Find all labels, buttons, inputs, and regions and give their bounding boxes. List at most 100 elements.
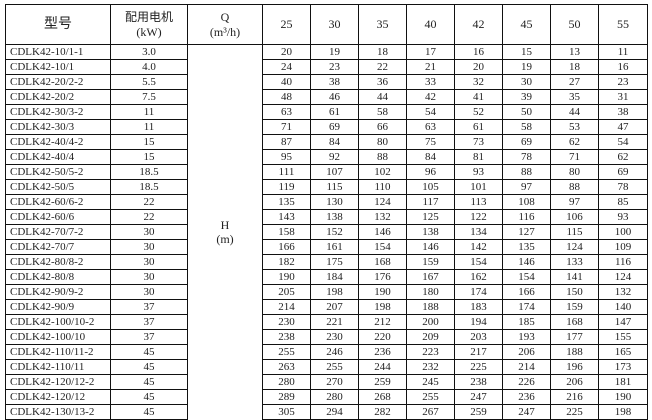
- flow-column-header: 50: [550, 4, 599, 45]
- head-value-cell: 138: [406, 224, 455, 240]
- model-cell: CDLK42-110/11: [5, 359, 111, 375]
- head-value-cell: 101: [454, 179, 503, 195]
- head-value-cell: 88: [358, 149, 407, 165]
- head-value-cell: 182: [262, 254, 311, 270]
- head-value-cell: 147: [598, 314, 648, 330]
- head-value-cell: 69: [502, 134, 551, 150]
- head-value-cell: 93: [598, 209, 648, 225]
- head-value-cell: 102: [358, 164, 407, 180]
- header-row: 型号 配用电机 (kW) Q (m³/h) 25 30 35 40 42 45 50 55: [5, 4, 648, 45]
- head-value-cell: 16: [598, 59, 648, 75]
- head-value-cell: 17: [406, 44, 455, 60]
- model-cell: CDLK42-20/2-2: [5, 74, 111, 90]
- table-row: CDLK42-120/12-2 45 280 270 259 245 238 226 206 18…: [5, 374, 648, 390]
- table-row: CDLK42-60/6-2 22 135 130 124 117 113 108 97 85: [5, 194, 648, 210]
- model-cell: CDLK42-60/6: [5, 209, 111, 225]
- head-value-cell: 124: [598, 269, 648, 285]
- head-value-cell: 180: [406, 284, 455, 300]
- flow-column-header: 30: [310, 4, 359, 45]
- head-value-cell: 188: [406, 299, 455, 315]
- head-value-cell: 95: [262, 149, 311, 165]
- motor-cell: 30: [110, 269, 188, 285]
- model-cell: CDLK42-30/3-2: [5, 104, 111, 120]
- head-value-cell: 162: [454, 269, 503, 285]
- motor-cell: 37: [110, 314, 188, 330]
- head-value-cell: 263: [262, 359, 311, 375]
- head-value-cell: 116: [598, 254, 648, 270]
- motor-cell: 7.5: [110, 89, 188, 105]
- head-value-cell: 30: [502, 74, 551, 90]
- head-value-cell: 124: [358, 194, 407, 210]
- head-value-cell: 132: [598, 284, 648, 300]
- head-value-cell: 54: [598, 134, 648, 150]
- table-row: CDLK42-90/9-2 30 205 198 190 180 174 166 150 132: [5, 284, 648, 300]
- head-value-cell: 183: [454, 299, 503, 315]
- head-value-cell: 246: [310, 344, 359, 360]
- table-row: CDLK42-40/4 15 95 92 88 84 81 78 71 62: [5, 149, 648, 165]
- head-value-cell: 84: [310, 134, 359, 150]
- table-row: CDLK42-30/3-2 11 63 61 58 54 52 50 44 38: [5, 104, 648, 120]
- flow-header: Q (m³/h): [187, 4, 263, 45]
- motor-cell: 15: [110, 134, 188, 150]
- head-value-cell: 88: [550, 179, 599, 195]
- model-cell: CDLK42-90/9-2: [5, 284, 111, 300]
- head-value-cell: 35: [550, 89, 599, 105]
- head-value-cell: 124: [550, 239, 599, 255]
- head-value-cell: 217: [454, 344, 503, 360]
- model-cell: CDLK42-50/5-2: [5, 164, 111, 180]
- table-row: CDLK42-30/3 11 71 69 66 63 61 58 53 47: [5, 119, 648, 135]
- head-value-cell: 107: [310, 164, 359, 180]
- motor-header: 配用电机 (kW): [110, 4, 188, 45]
- head-value-cell: 87: [262, 134, 311, 150]
- flow-column-header: 45: [502, 4, 551, 45]
- head-value-cell: 24: [262, 59, 311, 75]
- head-value-cell: 188: [550, 344, 599, 360]
- head-value-cell: 206: [502, 344, 551, 360]
- head-value-cell: 71: [262, 119, 311, 135]
- head-value-cell: 175: [310, 254, 359, 270]
- head-value-cell: 100: [598, 224, 648, 240]
- head-value-cell: 18: [550, 59, 599, 75]
- head-value-cell: 105: [406, 179, 455, 195]
- head-value-cell: 97: [550, 194, 599, 210]
- head-value-cell: 58: [502, 119, 551, 135]
- motor-cell: 5.5: [110, 74, 188, 90]
- head-value-cell: 216: [550, 389, 599, 405]
- model-header: 型号: [5, 4, 111, 45]
- head-value-cell: 97: [502, 179, 551, 195]
- head-value-cell: 19: [310, 44, 359, 60]
- head-value-cell: 142: [454, 239, 503, 255]
- head-value-cell: 223: [406, 344, 455, 360]
- table-row: CDLK42-110/11 45 263 255 244 232 225 214 196 173: [5, 359, 648, 375]
- table-row: CDLK42-10/1-1 3.0 H (m) 20 19 18 17 16 15 13 11: [5, 44, 648, 420]
- head-value-cell: 19: [502, 59, 551, 75]
- head-value-cell: 247: [454, 389, 503, 405]
- motor-cell: 18.5: [110, 164, 188, 180]
- head-value-cell: 200: [406, 314, 455, 330]
- head-value-cell: 78: [502, 149, 551, 165]
- head-value-cell: 150: [550, 284, 599, 300]
- head-value-cell: 143: [262, 209, 311, 225]
- head-value-cell: 236: [502, 389, 551, 405]
- model-cell: CDLK42-110/11-2: [5, 344, 111, 360]
- head-value-cell: 168: [358, 254, 407, 270]
- model-cell: CDLK42-40/4-2: [5, 134, 111, 150]
- head-value-cell: 214: [502, 359, 551, 375]
- head-value-cell: 11: [598, 44, 648, 60]
- model-cell: CDLK42-70/7: [5, 239, 111, 255]
- motor-cell: 37: [110, 329, 188, 345]
- head-value-cell: 44: [550, 104, 599, 120]
- head-value-cell: 122: [454, 209, 503, 225]
- head-value-cell: 44: [358, 89, 407, 105]
- motor-cell: 45: [110, 374, 188, 390]
- head-value-cell: 255: [310, 359, 359, 375]
- motor-cell: 4.0: [110, 59, 188, 75]
- head-value-cell: 92: [310, 149, 359, 165]
- head-value-cell: 232: [406, 359, 455, 375]
- head-value-cell: 161: [310, 239, 359, 255]
- head-value-cell: 22: [358, 59, 407, 75]
- motor-label: 配用电机: [124, 9, 173, 24]
- head-value-cell: 289: [262, 389, 311, 405]
- model-cell: CDLK42-70/7-2: [5, 224, 111, 240]
- head-value-cell: 20: [262, 44, 311, 60]
